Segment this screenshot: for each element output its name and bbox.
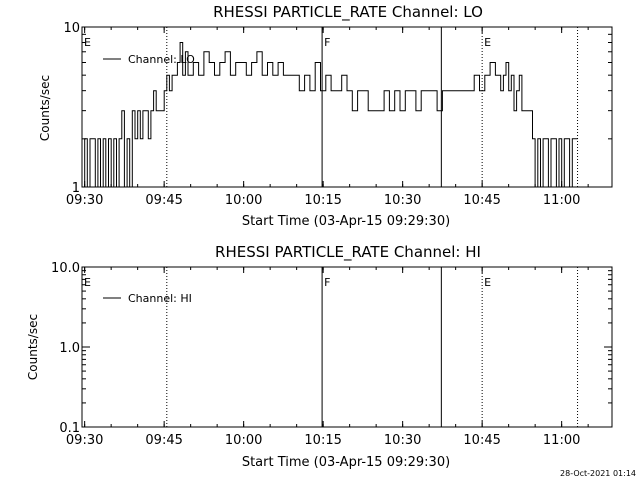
legend-hi: Channel: HI xyxy=(103,292,192,305)
xtick-label-lo: 10:00 xyxy=(225,193,262,208)
panel-hi: RHESSI PARTICLE_RATE Channel: HI Counts/… xyxy=(26,243,613,470)
panel-lo: RHESSI PARTICLE_RATE Channel: LO Counts/… xyxy=(38,3,613,229)
xtick-label-hi: 10:45 xyxy=(463,433,500,448)
xtick-label-hi: 09:45 xyxy=(145,433,182,448)
xtick-label-hi: 11:00 xyxy=(543,433,580,448)
plot-frame-hi xyxy=(81,266,613,428)
xtick-label-lo: 09:30 xyxy=(66,193,103,208)
xtick-label-lo: 11:00 xyxy=(543,193,580,208)
event-annotation-hi: E xyxy=(84,276,91,289)
ylabel-lo: Counts/sec xyxy=(38,75,52,141)
footer-timestamp: 28-Oct-2021 01:14 xyxy=(560,469,636,478)
ylabel-hi: Counts/sec xyxy=(26,314,40,380)
legend-lo: Channel: LO xyxy=(103,53,195,66)
xtick-label-lo: 10:45 xyxy=(463,193,500,208)
plot-frame-lo xyxy=(81,26,613,188)
chart-title-hi: RHESSI PARTICLE_RATE Channel: HI xyxy=(215,243,481,262)
xtick-label-hi: 09:30 xyxy=(66,433,103,448)
event-annotation-lo: E xyxy=(484,36,491,49)
event-annotation-lo: F xyxy=(324,36,330,49)
event-annotation-hi: F xyxy=(324,276,330,289)
xtick-label-hi: 10:00 xyxy=(225,433,262,448)
ytick-label-hi: 10.0 xyxy=(51,261,80,276)
xtick-label-hi: 10:30 xyxy=(384,433,421,448)
event-annotation-lo: E xyxy=(84,36,91,49)
chart-title-lo: RHESSI PARTICLE_RATE Channel: LO xyxy=(213,3,483,22)
ytick-label-lo: 1 xyxy=(72,181,80,196)
xtick-label-hi: 10:15 xyxy=(304,433,341,448)
xlabel-hi: Start Time (03-Apr-15 09:29:30) xyxy=(242,455,450,470)
xtick-label-lo: 10:15 xyxy=(304,193,341,208)
ytick-label-hi: 1.0 xyxy=(59,341,80,356)
event-annotation-hi: E xyxy=(484,276,491,289)
data-series-lo xyxy=(82,42,578,188)
ytick-label-hi: 0.1 xyxy=(59,421,80,436)
ytick-label-lo: 10 xyxy=(63,21,80,36)
xtick-label-lo: 09:45 xyxy=(145,193,182,208)
xlabel-lo: Start Time (03-Apr-15 09:29:30) xyxy=(242,214,450,229)
legend-label-hi: Channel: HI xyxy=(128,292,192,305)
xtick-label-lo: 10:30 xyxy=(384,193,421,208)
